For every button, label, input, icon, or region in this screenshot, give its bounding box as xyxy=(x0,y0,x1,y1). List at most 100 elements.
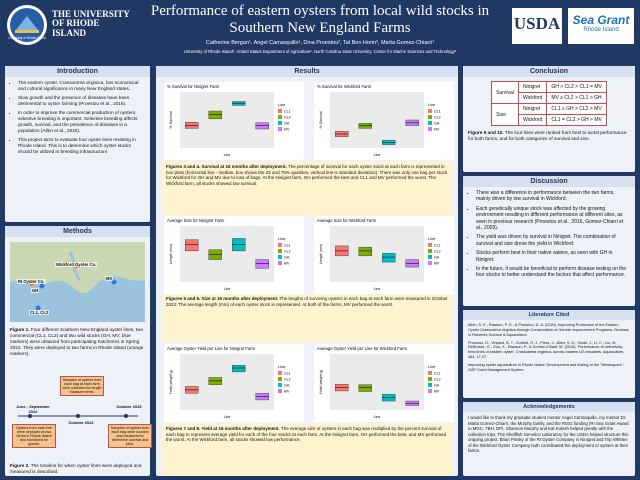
farm-cell: Wickford xyxy=(517,114,548,126)
legend-swatch xyxy=(428,109,432,113)
box xyxy=(382,253,396,263)
legend-swatch xyxy=(428,261,432,265)
caption-text: Four different Southern New England oyst… xyxy=(10,327,144,357)
section-heading: Literature Cited xyxy=(463,310,635,320)
bullet: The eastern oyster, Crassostrea virginic… xyxy=(18,80,145,92)
legend-swatch xyxy=(428,115,432,119)
legend-label: CL2 xyxy=(284,250,291,254)
legend-swatch xyxy=(278,127,282,131)
seagrant-logo: Sea Grant Rhode Island xyxy=(568,8,634,44)
box-plot: % Survival for Wickford Farm % Survival Li… xyxy=(314,82,454,160)
farm-cell: Ninigret xyxy=(517,81,548,93)
legend-label: CL2 xyxy=(434,250,441,254)
legend-title: Line xyxy=(428,103,435,107)
results-panel: Results % Survival for Ninigret Farm % Su… xyxy=(156,66,458,476)
ranking-cell: GH > CL2 > CL1 = MV xyxy=(546,81,607,93)
bullet: In the future, it would be beneficial to… xyxy=(476,266,630,279)
x-axis-label: Line xyxy=(374,415,381,419)
x-axis-label: Line xyxy=(224,287,231,291)
timeline xyxy=(18,414,138,418)
section-heading: Results xyxy=(156,66,458,77)
table-row: Size Ninigret CL1 ≥ GH > CL2 > MV xyxy=(491,103,607,126)
chart-title: % Survival for Ninigret Farm xyxy=(167,84,220,89)
bullet: There was a difference in performance be… xyxy=(476,190,630,203)
bullet: In order to improve the commercial produ… xyxy=(18,110,145,134)
timeline-date: October 2023 xyxy=(116,404,142,409)
legend-swatch xyxy=(428,121,432,125)
box-plot: Average Size for Ninigret Farm Length (mm… xyxy=(164,216,304,294)
legend-label: MV xyxy=(434,390,440,394)
legend-title: Line xyxy=(278,365,285,369)
y-axis-label: Yield (weight g) xyxy=(169,370,173,395)
section-heading: Methods xyxy=(5,226,150,237)
discussion-list: There was a difference in performance be… xyxy=(468,190,630,279)
legend-label: CL2 xyxy=(284,378,291,382)
legend-label: MV xyxy=(284,262,290,266)
caption-text: The percentage of survival for each oyst… xyxy=(166,164,448,186)
seagrant-sub: Rhode Island xyxy=(583,27,619,33)
ranking-cell: CL1 ≥ GH > CL2 > MV xyxy=(546,103,607,115)
plot-area xyxy=(180,92,274,148)
chart-title: Average Size for Wickford Farm xyxy=(317,218,377,223)
box xyxy=(185,239,199,252)
legend-swatch xyxy=(428,249,432,253)
methods-panel: Methods Figure 1. Four different Souther… xyxy=(5,226,152,476)
farm-cell: Ninigret xyxy=(517,103,548,115)
citation: Allen, S. K., Rawson, P. D., & Proestou,… xyxy=(468,323,629,337)
ranking-table: Survival Ninigret GH > CL2 > CL1 = MV Wickf… xyxy=(491,81,607,126)
legend-label: CL1 xyxy=(284,244,291,248)
timeline-date: October 2022 xyxy=(68,420,94,425)
bullet: Stocks perform best in their native wate… xyxy=(476,250,630,263)
conclusion-panel: Conclusion Survival Ninigret GH > CL2 > CL… xyxy=(463,66,635,172)
section-heading: Introduction xyxy=(5,66,150,77)
caption-label: Figures 5 and 6. Size at 16 months after… xyxy=(166,296,279,301)
x-axis-label: Line xyxy=(224,415,231,419)
caption-label: Figure 2. xyxy=(10,463,30,468)
seal-text: University of Rhode Island xyxy=(8,36,45,40)
poster-title: Performance of eastern oysters from loca… xyxy=(150,3,490,37)
legend-swatch xyxy=(428,389,432,393)
farm-cell: Wickford xyxy=(517,92,548,104)
legend-label: CL1 xyxy=(284,110,291,114)
intro-list: The eastern oyster, Crassostrea virginic… xyxy=(10,80,145,155)
legend-swatch xyxy=(428,243,432,247)
figure-caption: Figure 9 and 10. The four lines were ran… xyxy=(463,130,635,145)
map-label: GH xyxy=(31,288,40,293)
section-heading: Discussion xyxy=(463,176,635,187)
university-seal: University of Rhode Island xyxy=(7,5,47,45)
section-heading: Conclusion xyxy=(463,66,635,77)
usda-logo: USDA xyxy=(512,8,562,44)
table-row: Survival Ninigret GH > CL2 > CL1 = MV xyxy=(491,81,607,104)
bullet: The yield was driven by survival in Nini… xyxy=(476,234,630,247)
legend-swatch xyxy=(278,249,282,253)
seagrant-text: Sea Grant xyxy=(572,13,630,27)
acknowledgements-panel: Acknowledgements I would like to thank m… xyxy=(463,402,635,476)
legend-swatch xyxy=(278,121,282,125)
legend-label: CL2 xyxy=(434,378,441,382)
x-axis-label: Line xyxy=(374,287,381,291)
legend-swatch xyxy=(428,383,432,387)
figure-caption: Figures 7 and 8. Yield at 16 months afte… xyxy=(162,424,452,476)
legend-title: Line xyxy=(278,237,285,241)
caption-text: The lengths of surviving oysters in each… xyxy=(166,296,448,307)
metric-cell: Size xyxy=(491,103,519,126)
university-name: THE UNIVERSITY OF RHODE ISLAND xyxy=(52,9,130,38)
literature-panel: Literature Cited Allen, S. K., Rawson, P… xyxy=(463,310,635,398)
legend-swatch xyxy=(278,377,282,381)
timeline-note: Samples of oysters from each bag at each… xyxy=(60,376,104,396)
box xyxy=(255,259,269,269)
box-plot: Average Oyster Yield per Line for Wickfo… xyxy=(314,344,454,422)
legend-label: GH xyxy=(434,256,440,260)
legend-label: GH xyxy=(284,122,290,126)
legend-label: GH xyxy=(284,384,290,388)
y-axis-label: % Survival xyxy=(169,111,173,128)
legend-title: Line xyxy=(278,103,285,107)
box xyxy=(358,246,372,257)
legend-swatch xyxy=(428,377,432,381)
y-axis-label: Length (mm) xyxy=(319,244,323,264)
box xyxy=(232,365,246,373)
timeline-note: Oysters from each line were deployed at … xyxy=(12,424,56,448)
caption-label: Figure 9 and 10. xyxy=(468,130,504,135)
legend-title: Line xyxy=(428,365,435,369)
table-row: Wickford CL1 = CL2 > GH > MV xyxy=(492,114,607,126)
